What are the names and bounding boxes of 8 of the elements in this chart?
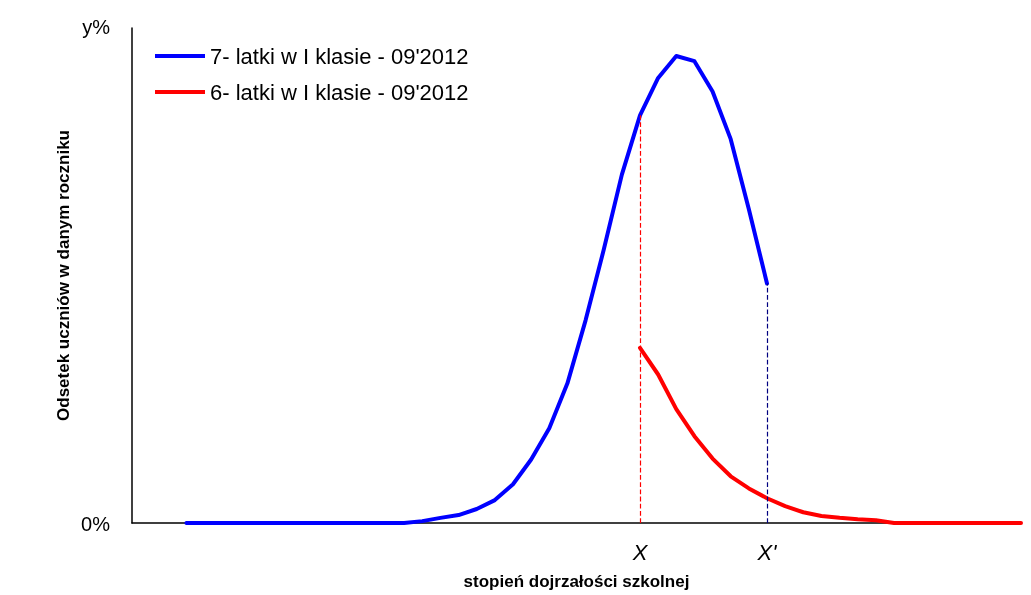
x-axis-title: stopień dojrzałości szkolnej bbox=[463, 572, 690, 591]
text: y% bbox=[82, 16, 111, 38]
legend-label: 7- latki w I klasie - 09'2012 bbox=[210, 43, 469, 69]
x-tick-label: X bbox=[631, 539, 649, 565]
y-axis-title: Odsetek uczniów w danym roczniku bbox=[54, 130, 73, 421]
legend-label: 6- latki w I klasie - 09'2012 bbox=[210, 79, 469, 105]
x-tick-label: X' bbox=[756, 539, 778, 565]
text: 0% bbox=[81, 513, 111, 535]
